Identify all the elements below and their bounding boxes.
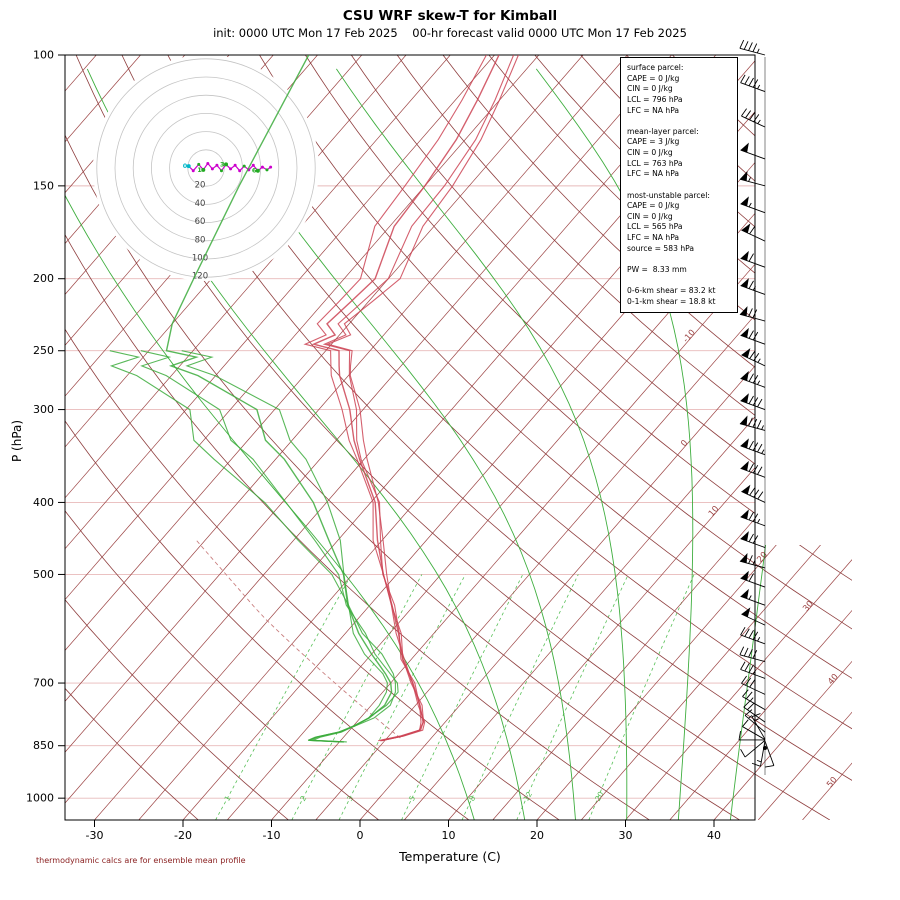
sounding-traces xyxy=(109,55,519,743)
svg-text:-20: -20 xyxy=(174,829,192,842)
svg-text:3: 3 xyxy=(345,794,355,803)
svg-text:500: 500 xyxy=(33,568,54,581)
svg-text:700: 700 xyxy=(33,677,54,690)
svg-text:50: 50 xyxy=(825,775,840,790)
svg-text:0: 0 xyxy=(357,829,364,842)
isotherm-labels: -10 0 10 20 30 40 50 xyxy=(679,328,841,790)
svg-text:60: 60 xyxy=(195,217,206,227)
svg-text:1000: 1000 xyxy=(26,792,54,805)
svg-text:12: 12 xyxy=(522,790,535,803)
svg-text:0: 0 xyxy=(183,162,188,170)
svg-text:0: 0 xyxy=(679,438,690,449)
svg-text:-10: -10 xyxy=(681,328,698,345)
svg-text:40: 40 xyxy=(707,829,721,842)
svg-text:100: 100 xyxy=(192,254,208,264)
parcel-info-text: surface parcel: CAPE = 0 J/kg CIN = 0 J/… xyxy=(627,63,716,306)
footer-note: thermodynamic calcs are for ensemble mea… xyxy=(36,856,246,865)
svg-text:40: 40 xyxy=(826,672,841,687)
svg-text:400: 400 xyxy=(33,496,54,509)
hodograph-inset: 20 40 60 80 100 120 0 1 3 6 xyxy=(93,55,319,282)
svg-text:20: 20 xyxy=(195,181,206,191)
svg-text:120: 120 xyxy=(192,272,208,282)
svg-text:300: 300 xyxy=(33,403,54,416)
svg-text:250: 250 xyxy=(33,344,54,357)
svg-text:3: 3 xyxy=(220,160,225,168)
svg-text:30: 30 xyxy=(619,829,633,842)
svg-text:200: 200 xyxy=(33,272,54,285)
svg-text:8: 8 xyxy=(467,794,477,803)
svg-text:40: 40 xyxy=(195,199,206,209)
svg-text:10: 10 xyxy=(707,504,722,519)
svg-text:-10: -10 xyxy=(263,829,281,842)
parcel-trace xyxy=(196,540,401,739)
svg-text:1: 1 xyxy=(222,794,232,803)
x-axis-label: Temperature (C) xyxy=(399,849,501,864)
chart-subtitle: init: 0000 UTC Mon 17 Feb 2025 00-hr for… xyxy=(213,26,687,40)
svg-text:20: 20 xyxy=(530,829,544,842)
svg-text:1: 1 xyxy=(197,166,202,174)
svg-text:6: 6 xyxy=(252,167,257,175)
svg-text:850: 850 xyxy=(33,739,54,752)
y-axis-label: P (hPa) xyxy=(10,419,24,462)
svg-text:30: 30 xyxy=(801,599,816,614)
svg-text:20: 20 xyxy=(755,550,770,565)
wind-barb-column xyxy=(738,39,775,775)
parcel-info-box: surface parcel: CAPE = 0 J/kg CIN = 0 J/… xyxy=(620,57,738,314)
svg-text:-30: -30 xyxy=(86,829,104,842)
svg-text:100: 100 xyxy=(33,49,54,62)
svg-text:10: 10 xyxy=(442,829,456,842)
svg-text:2: 2 xyxy=(298,794,308,803)
chart-title: CSU WRF skew-T for Kimball xyxy=(342,8,558,24)
svg-text:150: 150 xyxy=(33,179,54,192)
svg-text:80: 80 xyxy=(195,235,206,245)
svg-text:20: 20 xyxy=(593,790,606,803)
svg-text:5: 5 xyxy=(407,794,417,803)
